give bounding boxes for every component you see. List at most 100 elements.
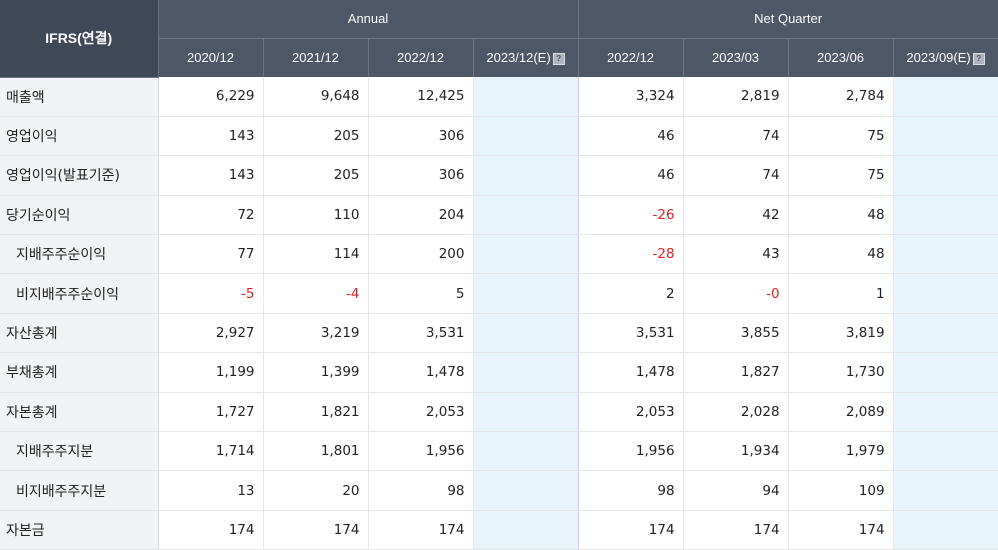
quarter-value-cell: 48 (788, 234, 894, 275)
annual-value-cell (473, 195, 579, 236)
table-row: 자본총계 1,727 1,821 2,053 2,053 2,028 2,089 (0, 392, 998, 433)
table-row: 영업이익(발표기준) 143 205 306 46 74 75 (0, 155, 998, 196)
annual-value-cell: 205 (263, 116, 369, 157)
annual-value-cell: 143 (158, 155, 264, 196)
row-label: 지배주주지분 (0, 431, 159, 472)
annual-value-cell: 306 (368, 155, 474, 196)
quarter-value-cell: 48 (788, 195, 894, 236)
quarter-value-cell: 46 (578, 116, 684, 157)
annual-value-cell: 72 (158, 195, 264, 236)
annual-value-cell: 143 (158, 116, 264, 157)
quarter-value-cell: 174 (578, 510, 684, 550)
row-label: 영업이익 (0, 116, 159, 157)
table-row: 지배주주지분 1,714 1,801 1,956 1,956 1,934 1,979 (0, 431, 998, 472)
annual-value-cell: 12,425 (368, 77, 474, 117)
table-row: 매출액 6,229 9,648 12,425 3,324 2,819 2,784 (0, 77, 998, 117)
quarter-value-cell: 1,478 (578, 352, 684, 393)
annual-value-cell: 174 (263, 510, 369, 550)
annual-value-cell (473, 431, 579, 472)
period-header-quarter-estimate: 2023/09(E)? (893, 38, 998, 77)
annual-value-cell: 2,927 (158, 313, 264, 354)
quarter-value-cell: -28 (578, 234, 684, 275)
quarter-value-cell: 43 (683, 234, 789, 275)
quarter-value-cell (893, 392, 998, 433)
quarter-value-cell (893, 313, 998, 354)
quarter-value-cell: 2,053 (578, 392, 684, 433)
annual-value-cell: 110 (263, 195, 369, 236)
quarter-value-cell: 74 (683, 116, 789, 157)
quarter-value-cell: 1,956 (578, 431, 684, 472)
annual-value-cell: 5 (368, 273, 474, 314)
annual-value-cell: 1,801 (263, 431, 369, 472)
help-icon[interactable]: ? (972, 53, 985, 66)
quarter-value-cell: 2,089 (788, 392, 894, 433)
quarter-value-cell (893, 116, 998, 157)
quarter-value-cell: 1,730 (788, 352, 894, 393)
quarter-value-cell: 46 (578, 155, 684, 196)
annual-value-cell: 200 (368, 234, 474, 275)
quarter-value-cell: 3,819 (788, 313, 894, 354)
period-header-quarter: 2023/06 (788, 38, 894, 77)
quarter-value-cell: 98 (578, 470, 684, 511)
annual-value-cell: 1,821 (263, 392, 369, 433)
annual-value-cell (473, 77, 579, 117)
quarter-value-cell: -0 (683, 273, 789, 314)
quarter-value-cell (893, 195, 998, 236)
quarter-value-cell (893, 352, 998, 393)
annual-value-cell: 77 (158, 234, 264, 275)
period-header-annual-estimate: 2023/12(E)? (473, 38, 579, 77)
period-header-annual: 2021/12 (263, 38, 369, 77)
annual-value-cell: 2,053 (368, 392, 474, 433)
annual-value-cell: 174 (158, 510, 264, 550)
row-label: 비지배주주순이익 (0, 273, 159, 314)
annual-value-cell: 114 (263, 234, 369, 275)
row-label: 자본총계 (0, 392, 159, 433)
annual-value-cell (473, 470, 579, 511)
period-header-quarter: 2023/03 (683, 38, 789, 77)
annual-value-cell: 3,219 (263, 313, 369, 354)
annual-value-cell: 205 (263, 155, 369, 196)
row-label: 비지배주주지분 (0, 470, 159, 511)
row-label: 자본금 (0, 510, 159, 550)
quarter-value-cell: 109 (788, 470, 894, 511)
annual-value-cell (473, 234, 579, 275)
annual-value-cell: 6,229 (158, 77, 264, 117)
quarter-value-cell: 75 (788, 116, 894, 157)
annual-value-cell: 204 (368, 195, 474, 236)
table-row: 자본금 174 174 174 174 174 174 (0, 510, 998, 550)
table-row: 당기순이익 72 110 204 -26 42 48 (0, 195, 998, 236)
row-label: 영업이익(발표기준) (0, 155, 159, 196)
row-label: 매출액 (0, 77, 159, 117)
annual-value-cell (473, 392, 579, 433)
annual-value-cell: -4 (263, 273, 369, 314)
quarter-value-cell: 1,979 (788, 431, 894, 472)
quarter-value-cell: 3,531 (578, 313, 684, 354)
quarter-value-cell: 2,028 (683, 392, 789, 433)
quarter-value-cell: 1 (788, 273, 894, 314)
annual-value-cell (473, 155, 579, 196)
annual-header: Annual (158, 0, 579, 39)
annual-value-cell: 1,399 (263, 352, 369, 393)
quarter-value-cell: 1,934 (683, 431, 789, 472)
annual-value-cell: 13 (158, 470, 264, 511)
annual-value-cell: 1,727 (158, 392, 264, 433)
quarter-value-cell: 2,784 (788, 77, 894, 117)
quarter-value-cell: 3,324 (578, 77, 684, 117)
period-label: 2023/12(E) (486, 50, 551, 66)
annual-value-cell: 3,531 (368, 313, 474, 354)
annual-value-cell: 1,956 (368, 431, 474, 472)
annual-value-cell (473, 313, 579, 354)
quarter-value-cell: -26 (578, 195, 684, 236)
table-row: 자산총계 2,927 3,219 3,531 3,531 3,855 3,819 (0, 313, 998, 354)
annual-value-cell (473, 510, 579, 550)
period-header-annual: 2020/12 (158, 38, 264, 77)
row-label: 당기순이익 (0, 195, 159, 236)
quarter-value-cell (893, 273, 998, 314)
period-header-quarter: 2022/12 (578, 38, 684, 77)
help-icon[interactable]: ? (552, 53, 565, 66)
table-row: 지배주주순이익 77 114 200 -28 43 48 (0, 234, 998, 275)
quarter-value-cell: 174 (788, 510, 894, 550)
annual-value-cell: -5 (158, 273, 264, 314)
annual-value-cell: 174 (368, 510, 474, 550)
